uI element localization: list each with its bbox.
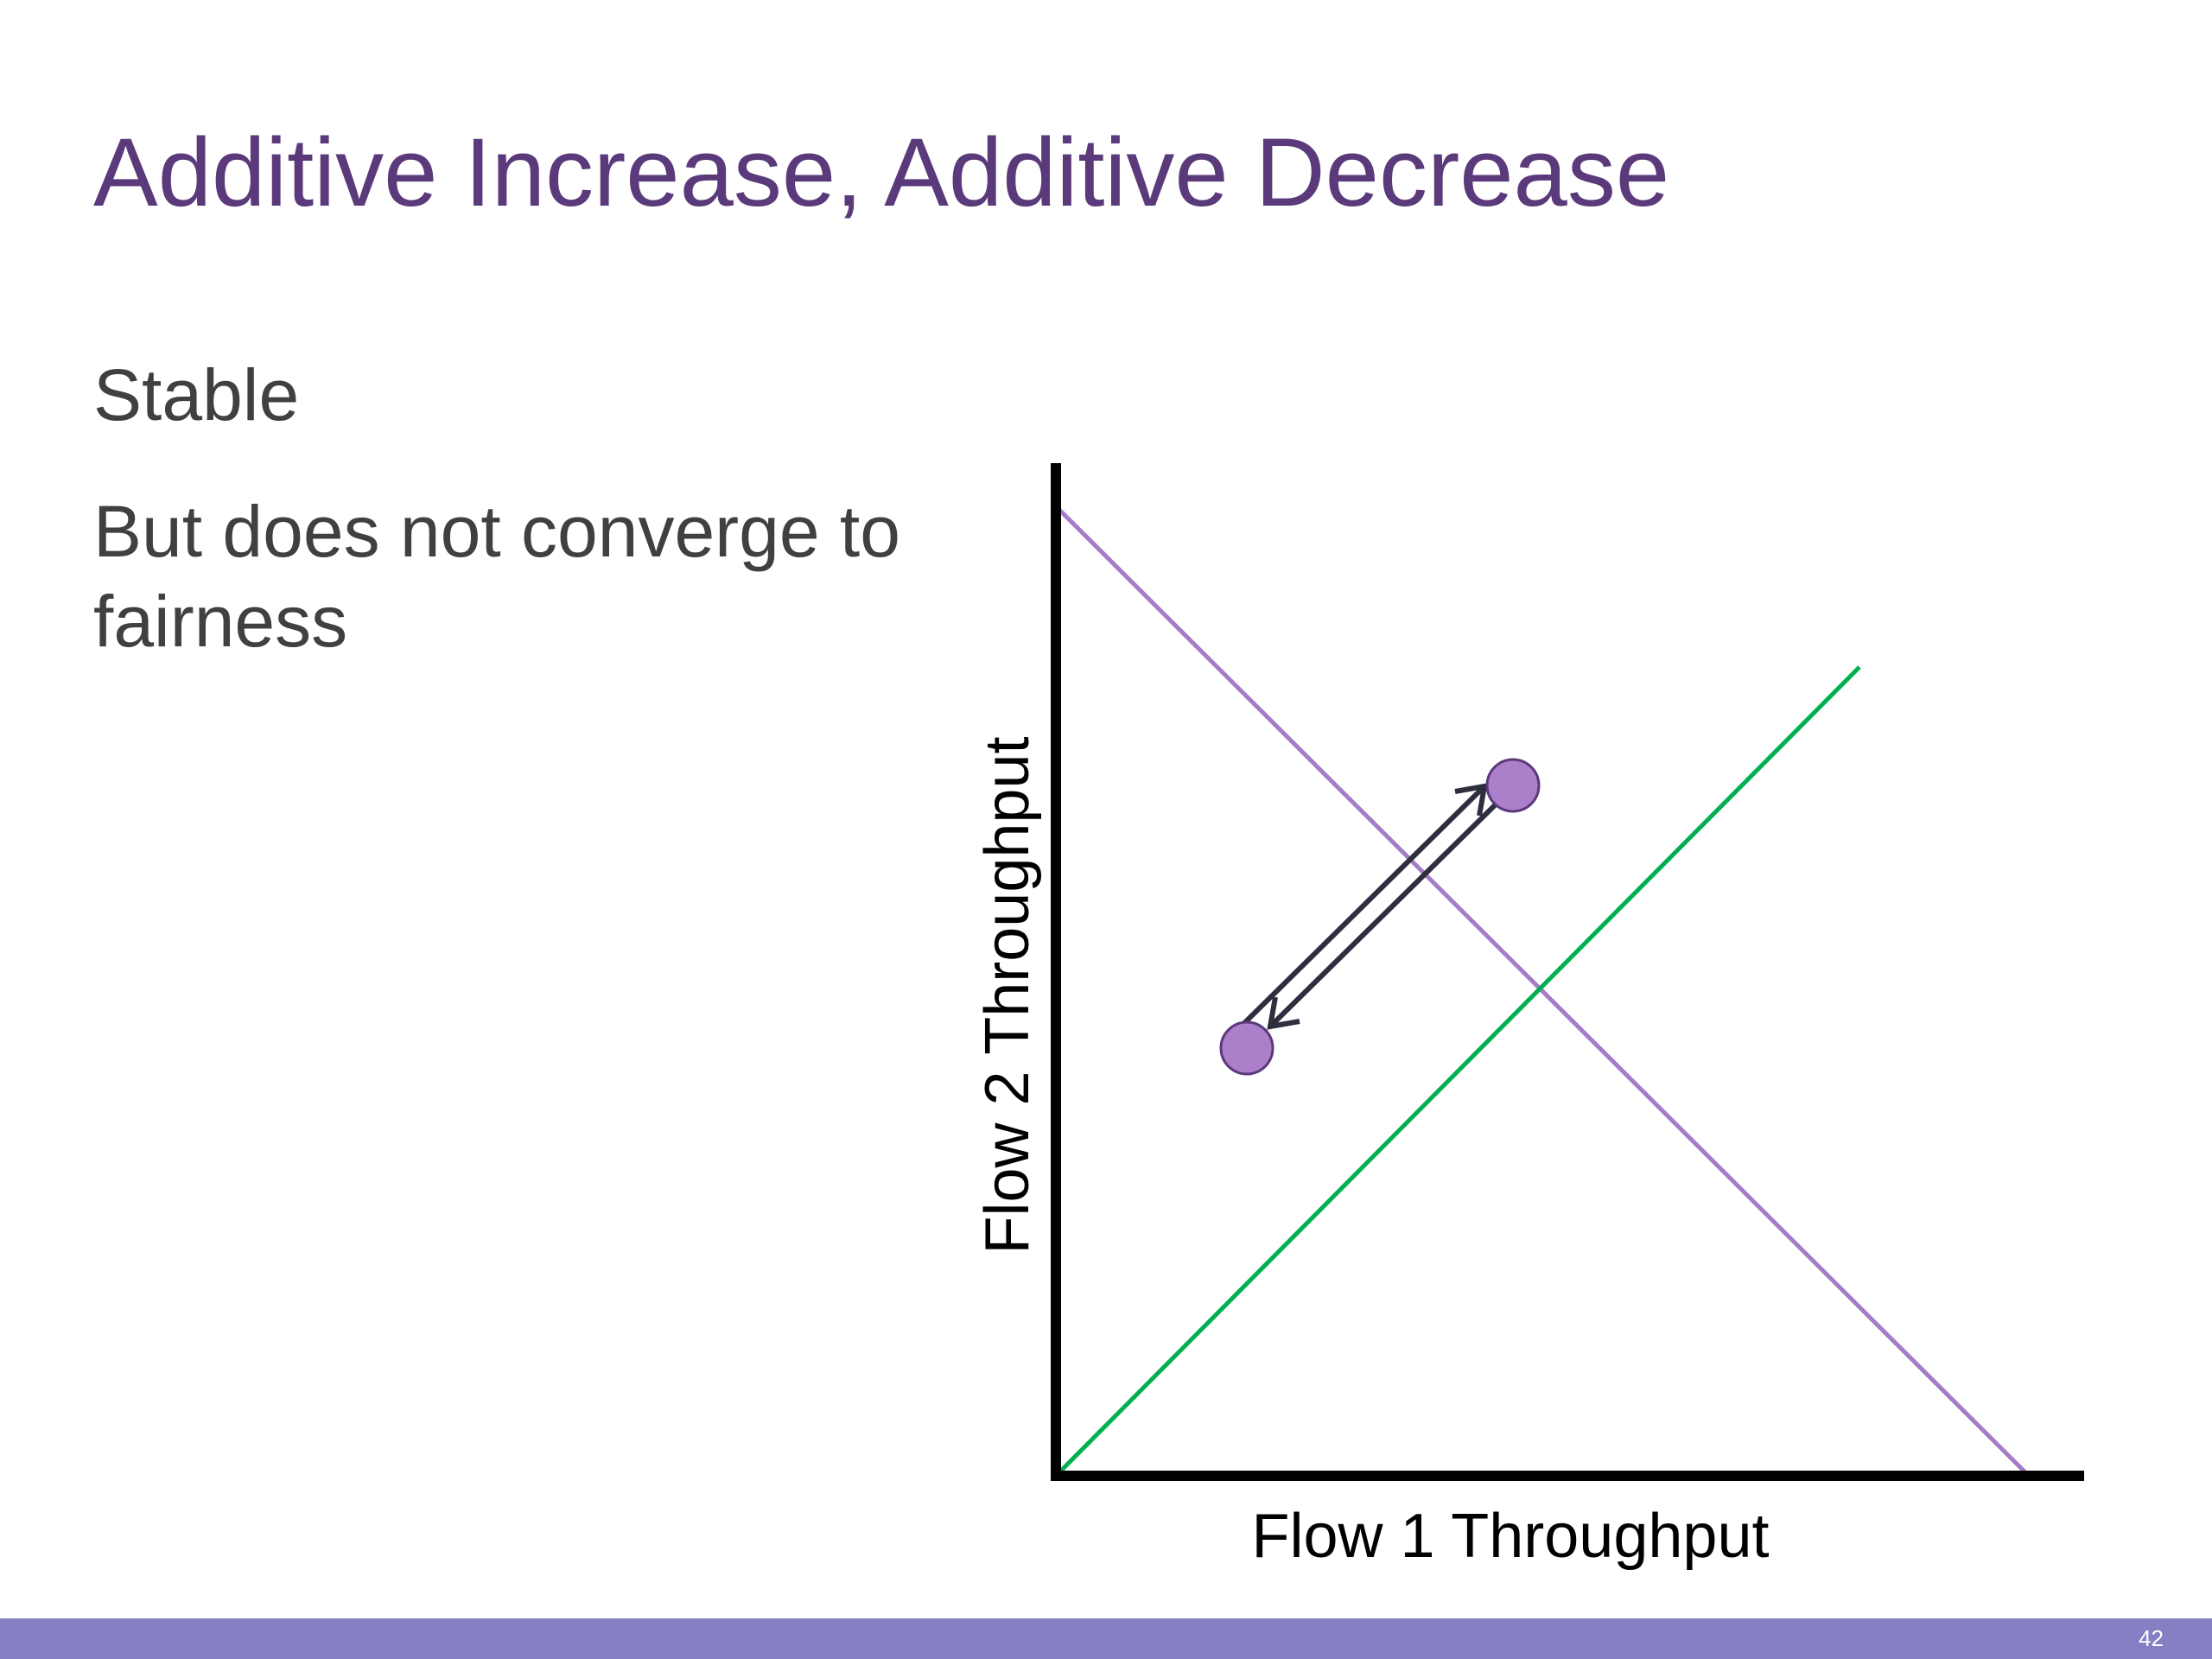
- x-axis-label: Flow 1 Throughput: [1251, 1502, 1769, 1571]
- fairness-line: [1058, 665, 1861, 1474]
- slide-number: 42: [2139, 1625, 2164, 1651]
- y-axis-label: Flow 2 Throughput: [973, 736, 1042, 1254]
- lower-allocation-point: [1219, 1020, 1274, 1076]
- slide-title: Additive Increase, Additive Decrease: [93, 118, 1670, 226]
- footer-bar: 42: [0, 1618, 2212, 1659]
- upper-allocation-point: [1485, 758, 1541, 813]
- additive-decrease-arrow: [1267, 799, 1501, 1030]
- bullet-no-convergence: But does not converge to fairness: [93, 491, 900, 662]
- efficiency-line: [1056, 506, 2027, 1474]
- additive-increase-arrow: [1235, 783, 1488, 1033]
- bullet-stable: Stable: [93, 354, 300, 435]
- bullet-list: Stable But does not converge to fairness: [93, 350, 940, 713]
